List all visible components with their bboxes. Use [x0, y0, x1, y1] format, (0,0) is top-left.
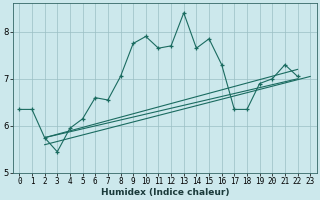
X-axis label: Humidex (Indice chaleur): Humidex (Indice chaleur): [100, 188, 229, 197]
